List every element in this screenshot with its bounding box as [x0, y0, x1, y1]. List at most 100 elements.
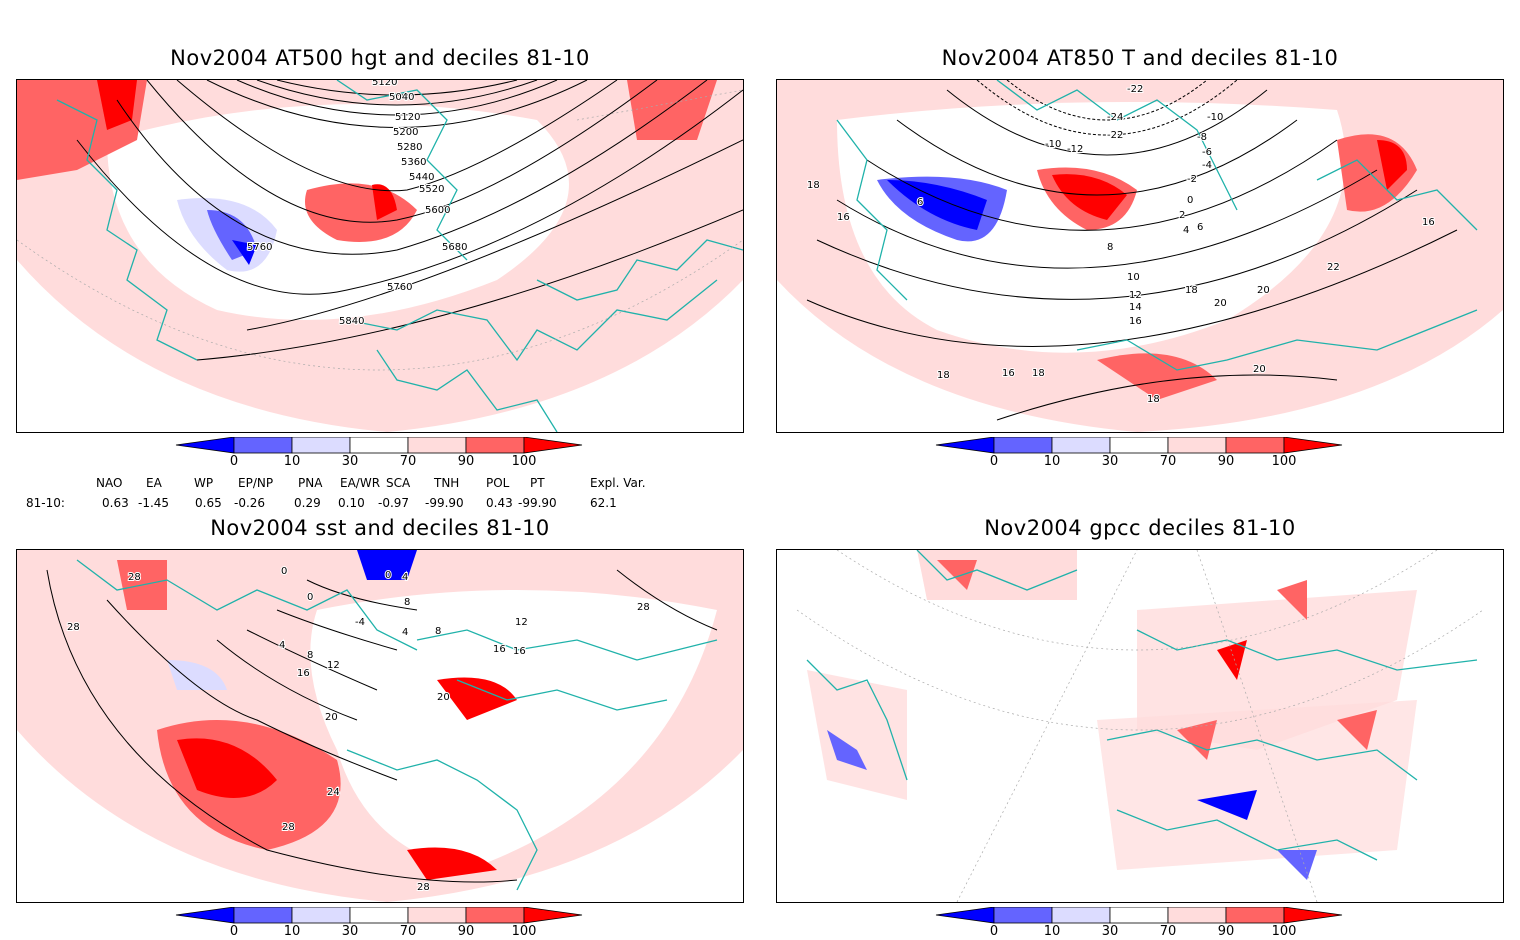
- contour-label: 0: [385, 570, 391, 581]
- contour-label: -10: [1207, 112, 1223, 123]
- indices-value: 0.43: [486, 496, 513, 510]
- contour-label: 18: [807, 180, 820, 191]
- panel-title-gpcc: Nov2004 gpcc deciles 81-10: [984, 516, 1296, 540]
- contour-label: 12: [515, 617, 528, 628]
- contour-label: 28: [128, 572, 141, 583]
- indices-header: EP/NP: [238, 476, 274, 490]
- contour-label: 5360: [401, 157, 426, 168]
- indices-header: PNA: [298, 476, 323, 490]
- colorbar-segment: [1167, 436, 1227, 454]
- contour-label: 18: [1185, 285, 1198, 296]
- contour-label: 5760: [247, 242, 272, 253]
- colorbar-segment: [523, 436, 583, 454]
- indices-value: 0.10: [338, 496, 365, 510]
- colorbar-segment: [233, 436, 293, 454]
- colorbar-segment: [935, 906, 995, 924]
- colorbar-label: 100: [511, 454, 537, 469]
- colorbar-label: 0: [229, 454, 239, 469]
- colorbar-segment: [465, 906, 525, 924]
- contour-label: 8: [435, 626, 441, 637]
- contour-label: 16: [1002, 368, 1015, 379]
- contour-label: 5040: [389, 92, 414, 103]
- colorbar-segment: [1051, 436, 1111, 454]
- contour-label: 28: [637, 602, 650, 613]
- contour-label: 20: [1257, 285, 1270, 296]
- contour-label: 16: [837, 212, 850, 223]
- colorbar-segment: [291, 436, 351, 454]
- indices-header: TNH: [434, 476, 460, 490]
- contour-label: 0: [281, 566, 287, 577]
- map-t850-canvas: -22-24-22-10 -12-10-8-6-4-202466810121416…: [777, 80, 1503, 432]
- contour-label: -2: [1187, 174, 1197, 185]
- indices-value: -0.26: [234, 496, 266, 510]
- colorbar-segment: [175, 906, 235, 924]
- contour-label: 8: [404, 597, 410, 608]
- contour-label: 18: [1147, 394, 1160, 405]
- contour-label: 22: [1327, 262, 1340, 273]
- colorbar-label: 90: [457, 924, 475, 939]
- colorbar-label: 100: [1271, 924, 1297, 939]
- colorbar-segment: [349, 906, 409, 924]
- contour-label: 20: [325, 712, 338, 723]
- colorbar-segment: [349, 436, 409, 454]
- indices-header: EA: [146, 476, 162, 490]
- colorbar-label: 30: [341, 454, 359, 469]
- indices-value: 0.65: [195, 496, 222, 510]
- colorbar-label: 0: [229, 924, 239, 939]
- indices-header: EA/WR: [340, 476, 381, 490]
- colorbar-gpcc: 0 10 30 70 90 100: [930, 906, 1350, 940]
- colorbar-segment: [407, 436, 467, 454]
- colorbar-segment: [1225, 906, 1285, 924]
- colorbar-label: 0: [989, 454, 999, 469]
- colorbar-segment: [175, 436, 235, 454]
- contour-label: 5120: [372, 80, 397, 88]
- contour-label: 5440: [409, 172, 434, 183]
- contour-label: 16: [297, 668, 310, 679]
- colorbar-segment: [1167, 906, 1227, 924]
- contour-label: 10: [1127, 272, 1140, 283]
- contour-label: 28: [417, 882, 430, 893]
- contour-label: 5760: [387, 282, 412, 293]
- indices-header: NAO: [96, 476, 123, 490]
- colorbar-segment: [233, 906, 293, 924]
- colorbar-hgt500: 0 10 30 70 90 100: [170, 436, 590, 477]
- colorbar-segment: [1225, 436, 1285, 454]
- indices-value: -99.90: [425, 496, 464, 510]
- colorbar-label: 0: [989, 924, 999, 939]
- colorbar-label: 10: [1043, 454, 1061, 469]
- contour-label: 0: [307, 592, 313, 603]
- indices-value: 0.63: [102, 496, 129, 510]
- contour-label: -12: [1067, 144, 1083, 155]
- map-sst: 28 28 0 0 0 -4 4 8 12 16 20 24 28 28 4 8 4 8 12 16 16 20 28: [16, 549, 744, 903]
- contour-label: -22: [1127, 84, 1143, 95]
- colorbar-label: 30: [1101, 924, 1119, 939]
- colorbar-segment: [407, 906, 467, 924]
- colorbar-segment: [523, 906, 583, 924]
- colorbar-label: 70: [399, 454, 417, 469]
- contour-label: 16: [1422, 217, 1435, 228]
- contour-label: -4: [355, 617, 365, 628]
- colorbar-segment: [465, 436, 525, 454]
- contour-label: -8: [1197, 132, 1207, 143]
- contour-label: 5600: [425, 205, 450, 216]
- contour-label: 20: [1214, 298, 1227, 309]
- contour-label: 6: [917, 197, 923, 208]
- colorbar-segment: [1283, 436, 1343, 454]
- map-gpcc: [776, 549, 1504, 903]
- contour-label: 4: [279, 640, 285, 651]
- colorbar-label: 10: [283, 924, 301, 939]
- indices-value: -99.90: [518, 496, 557, 510]
- contour-label: -4: [1202, 160, 1212, 171]
- map-sst-canvas: 28 28 0 0 0 -4 4 8 12 16 20 24 28 28 4 8 4 8 12 16 16 20 28: [17, 550, 743, 902]
- colorbar-label: 30: [341, 924, 359, 939]
- contour-label: 12: [327, 660, 340, 671]
- contour-label: 5280: [397, 142, 422, 153]
- panel-title-sst: Nov2004 sst and deciles 81-10: [210, 516, 550, 540]
- colorbar-label: 30: [1101, 454, 1119, 469]
- colorbar-label: 70: [399, 924, 417, 939]
- contour-label: -6: [1202, 147, 1212, 158]
- contour-label: 28: [67, 622, 80, 633]
- indices-header: PT: [530, 476, 545, 490]
- colorbar-label: 90: [1217, 454, 1235, 469]
